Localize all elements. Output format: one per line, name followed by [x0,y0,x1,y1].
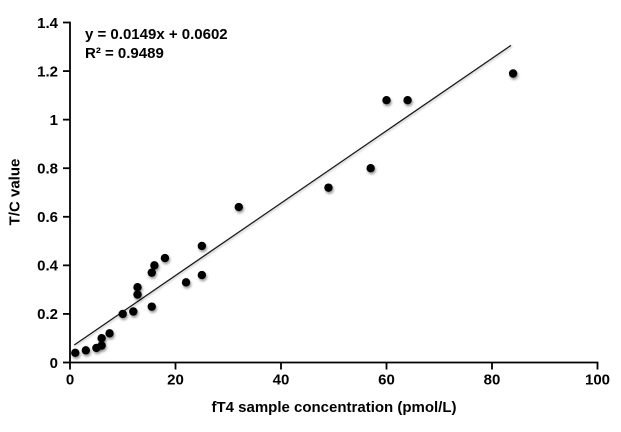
y-tick-label: 1.4 [37,15,59,32]
data-point [105,329,114,338]
x-axis-title: fT4 sample concentration (pmol/L) [211,399,457,416]
data-point [181,278,191,287]
x-tick-label: 20 [167,372,184,389]
data-point [133,283,142,292]
data-point [324,183,333,192]
data-point [81,346,91,355]
data-point [150,261,159,270]
data-point [71,348,80,357]
x-tick-label: 100 [585,372,610,389]
data-point [97,341,106,350]
y-tick-label: 0.8 [37,160,58,177]
data-point [118,309,127,319]
y-tick-label: 1.2 [37,63,58,80]
regression-annotation: y = 0.0149x + 0.0602 R² = 0.9489 [85,25,228,63]
data-point [147,302,156,311]
r-squared-value: R² = 0.9489 [85,45,164,62]
x-tick-label: 0 [66,372,74,389]
y-tick-label: 0.4 [37,258,59,275]
y-tick-label: 0.2 [37,306,58,323]
x-tick-label: 40 [273,372,290,389]
data-point [97,334,106,343]
regression-equation: y = 0.0149x + 0.0602 [85,26,228,43]
data-point [133,290,142,299]
trend-line [73,44,512,346]
data-point [129,307,138,316]
x-tick-label: 60 [378,372,395,389]
data-point [508,69,518,78]
data-point [403,96,412,105]
data-point [197,270,207,280]
x-tick-label: 80 [484,372,501,389]
data-point [234,202,243,212]
data-point [160,253,170,263]
y-tick-label: 0.6 [37,209,58,226]
y-tick-label: 0 [50,355,58,372]
data-point [147,268,156,277]
data-point [197,241,207,251]
y-axis-title: T/C value [6,158,24,226]
data-point [366,164,375,173]
data-point [382,96,391,105]
y-tick-label: 1 [50,112,58,129]
